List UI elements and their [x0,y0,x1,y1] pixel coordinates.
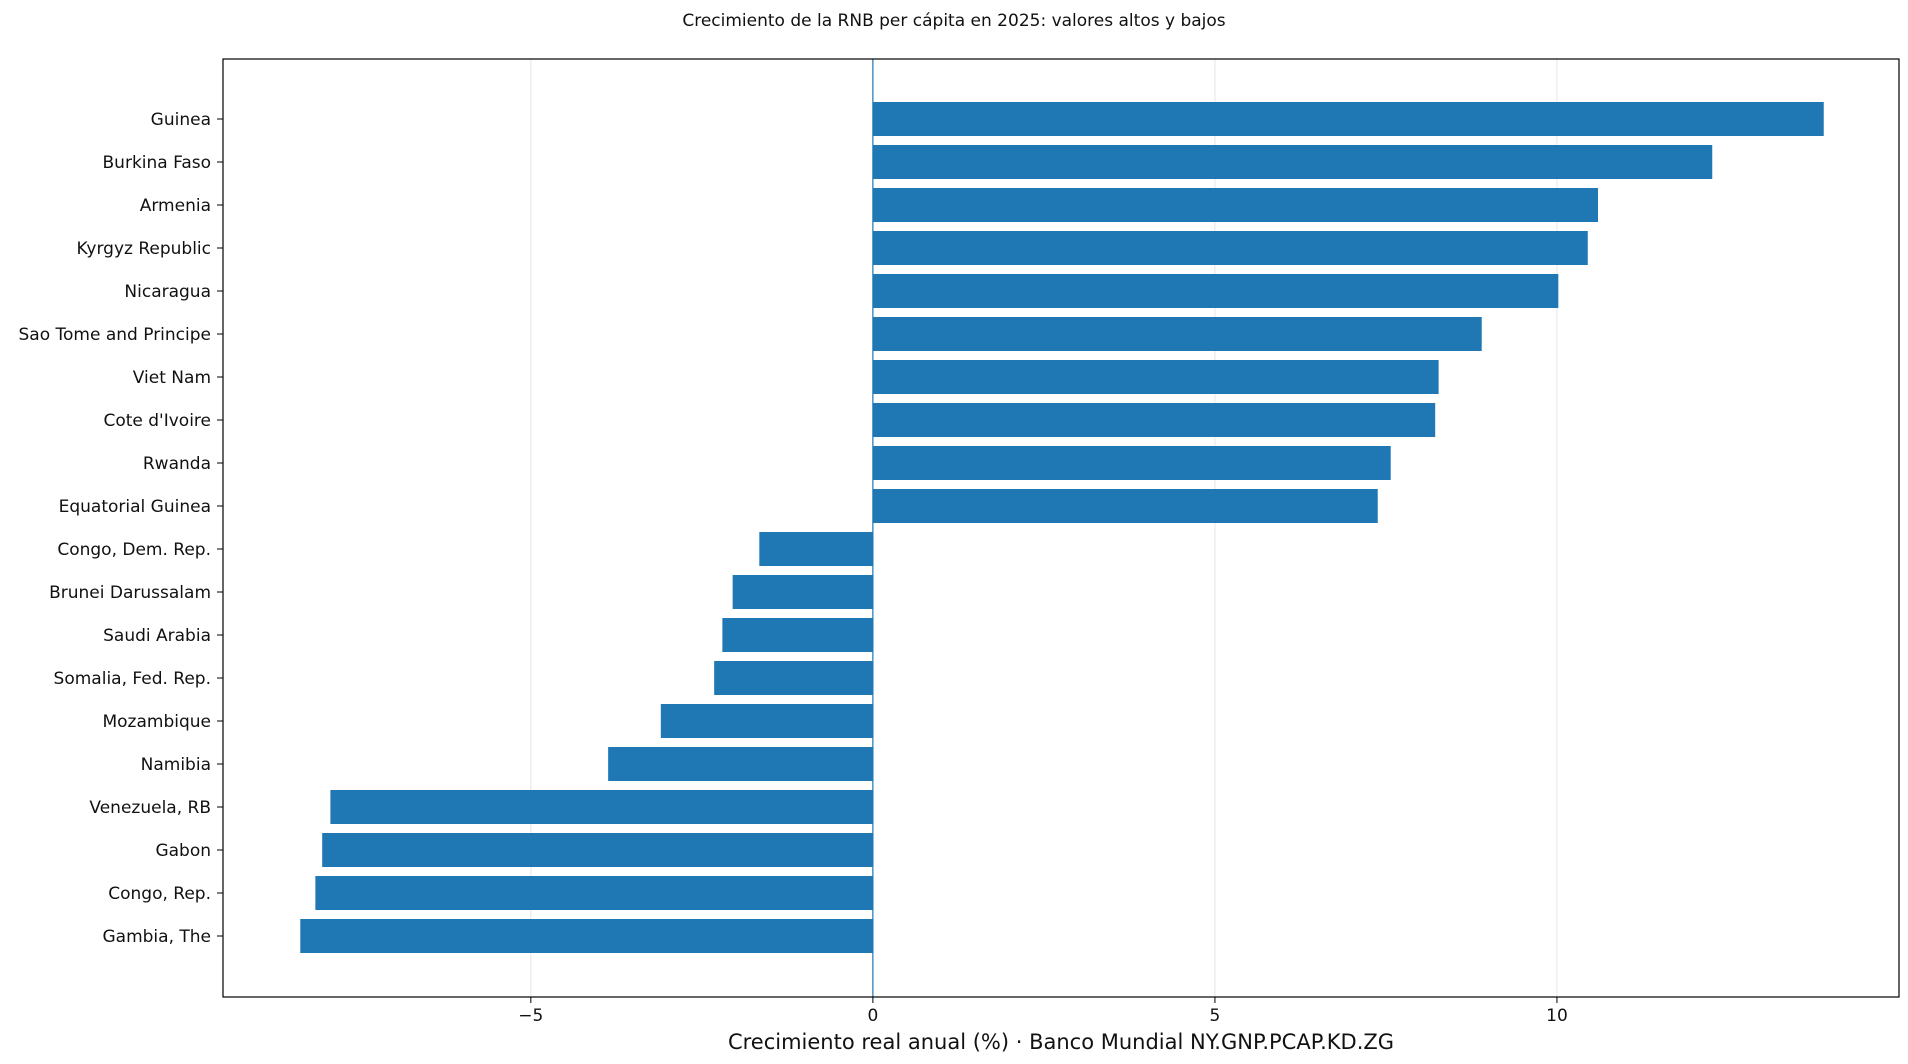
bar [732,575,873,609]
category-label: Cote d'Ivoire [103,411,211,431]
bar [722,618,873,652]
category-label: Somalia, Fed. Rep. [54,669,211,689]
category-label: Kyrgyz Republic [77,239,212,259]
bar [714,661,873,695]
category-label: Viet Nam [133,368,211,388]
x-tick-label: 10 [1546,1006,1568,1026]
x-tick-label: −5 [518,1006,543,1026]
category-label: Congo, Rep. [108,884,211,904]
category-label: Mozambique [102,712,211,732]
plot-frame [222,58,1900,998]
bar [759,532,873,566]
bar [315,876,873,910]
category-label: Brunei Darussalam [49,583,211,603]
category-label: Sao Tome and Principe [19,325,211,345]
bar [872,360,1439,394]
x-tick-label: 0 [867,1006,878,1026]
bar [872,145,1713,179]
x-axis-ticks: −5 0 5 10 [518,997,1568,1026]
bar [872,188,1599,222]
category-label: Armenia [140,196,211,216]
bar [660,704,873,738]
category-label: Rwanda [143,454,211,474]
chart-title: Crecimiento de la RNB per cápita en 2025… [682,11,1225,31]
category-label: Nicaragua [124,282,211,302]
category-label: Saudi Arabia [103,626,211,646]
category-label: Namibia [141,755,211,775]
bar [300,919,873,953]
category-label: Guinea [151,110,211,130]
bar [872,489,1378,523]
bar [872,403,1436,437]
bars [300,102,1824,953]
bar [330,790,873,824]
category-label: Equatorial Guinea [59,497,211,517]
category-label: Burkina Faso [103,153,211,173]
x-axis-label: Crecimiento real anual (%) · Banco Mundi… [728,1030,1394,1054]
category-label: Congo, Dem. Rep. [57,540,211,560]
bar [872,446,1391,480]
bar [322,833,873,867]
bar [608,747,873,781]
category-label: Venezuela, RB [89,798,211,818]
category-labels: Guinea Burkina Faso Armenia Kyrgyz Republic… [19,110,223,947]
category-label: Gabon [155,841,211,861]
bar [872,231,1588,265]
bar [872,102,1824,136]
bar [872,274,1559,308]
category-label: Gambia, The [102,927,211,947]
x-tick-label: 5 [1210,1006,1221,1026]
bar [872,317,1482,351]
